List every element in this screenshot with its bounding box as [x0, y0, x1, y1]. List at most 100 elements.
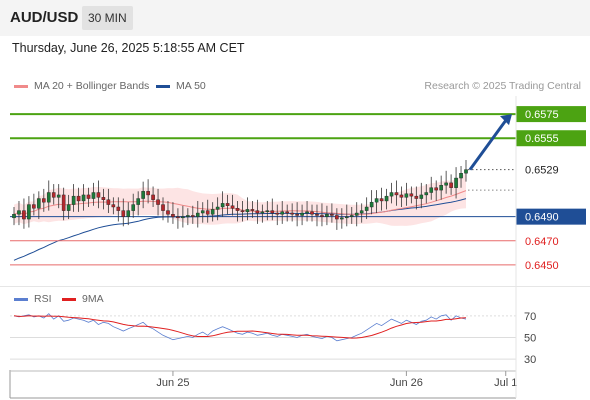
level-label-bg-4 — [516, 232, 586, 249]
level-label-3: 0.6490 — [525, 212, 559, 224]
candle-body — [444, 182, 448, 186]
candle-body — [325, 214, 329, 217]
candle-body — [12, 214, 16, 219]
candle-body — [285, 211, 289, 214]
candle-body — [141, 191, 145, 199]
candle-body — [121, 210, 126, 217]
candle-body — [439, 185, 443, 191]
candle-body — [136, 198, 140, 205]
candle-body — [260, 211, 265, 214]
candle-body — [156, 199, 160, 205]
candle-body — [240, 210, 245, 213]
candle-body — [389, 192, 394, 197]
level-label-bg-1 — [516, 130, 586, 147]
candle-body — [354, 212, 359, 216]
rsi-swatch — [14, 297, 28, 301]
candle-body — [171, 214, 175, 217]
candle-body — [22, 210, 26, 220]
candle-body — [76, 195, 81, 202]
candle-body — [454, 177, 458, 188]
forecast-arrow-head — [500, 114, 512, 126]
x-tick-label-0: Jun 25 — [156, 377, 189, 389]
candle-body — [235, 207, 240, 211]
candle-body — [166, 210, 170, 215]
candle-body — [146, 191, 150, 196]
rsi-line — [13, 313, 467, 342]
level-label-1: 0.6555 — [525, 133, 559, 145]
candle-body — [32, 204, 36, 209]
candle-body — [106, 199, 111, 205]
candle-body — [51, 192, 56, 198]
candle-body — [429, 187, 434, 193]
candle-body — [181, 216, 185, 219]
candle-body — [290, 212, 294, 215]
legend-ma50-label: MA 50 — [176, 80, 206, 92]
datetime-label: Thursday, June 26, 2025 5:18:55 AM CET — [12, 41, 245, 55]
level-label-bg-0 — [516, 106, 586, 123]
candle-body — [200, 210, 205, 214]
candle-body — [449, 182, 453, 188]
level-label-bg-3 — [516, 208, 586, 225]
candle-body — [210, 209, 215, 215]
candle-body — [161, 204, 165, 211]
candle-body — [66, 204, 71, 211]
candle-body — [151, 194, 155, 200]
candle-body — [320, 215, 324, 217]
candle-body — [111, 204, 116, 208]
candle-body — [310, 211, 314, 215]
legend-9ma-label: 9MA — [82, 293, 104, 305]
level-label-2: 0.6529 — [525, 165, 559, 177]
legend-rsi: RSI — [14, 293, 52, 305]
candle-body — [315, 214, 319, 216]
candle-body — [46, 192, 51, 203]
candle-body — [364, 206, 369, 211]
candle-body — [459, 173, 463, 179]
credit-text: Research © 2025 Trading Central — [424, 80, 581, 92]
candle-body — [191, 215, 195, 217]
legend-ma50: MA 50 — [156, 80, 206, 92]
candle-body — [404, 193, 409, 198]
forecast-arrow-shaft — [468, 119, 508, 171]
candle-body — [205, 210, 210, 215]
candle-body — [340, 217, 344, 220]
level-label-bg-2 — [516, 161, 586, 178]
candle-body — [230, 205, 235, 209]
candle-body — [255, 210, 260, 214]
candle-body — [300, 212, 304, 216]
candle-body — [116, 206, 121, 211]
candle-body — [464, 169, 468, 174]
candle-body — [424, 192, 429, 196]
candle-body — [335, 215, 339, 220]
x-tick-label-1: Jun 26 — [390, 377, 423, 389]
ma20-swatch — [14, 84, 28, 88]
candle-body — [344, 216, 349, 219]
candle-body — [280, 211, 285, 215]
candle-body — [81, 194, 86, 202]
level-label-0: 0.6575 — [525, 109, 559, 121]
candle-body — [409, 193, 414, 197]
candle-body — [186, 215, 190, 217]
candle-body — [220, 203, 225, 208]
level-label-bg-5 — [516, 256, 586, 273]
candle-body — [379, 198, 384, 202]
rsi-ma9-line — [13, 315, 467, 339]
ma50-swatch — [156, 84, 170, 88]
timeframe-button[interactable]: 30 MIN — [82, 6, 133, 30]
candle-body — [131, 204, 136, 211]
candle-body — [86, 194, 91, 199]
ma9-swatch — [62, 297, 76, 301]
candle-body — [27, 204, 31, 220]
level-label-4: 0.6470 — [525, 236, 559, 248]
legend-rsi-label: RSI — [34, 293, 52, 305]
candle-body — [419, 194, 424, 199]
rsi-tick-50: 50 — [524, 333, 536, 345]
level-label-5: 0.6450 — [525, 260, 559, 272]
ma20-line — [13, 190, 467, 216]
candle-body — [17, 210, 21, 215]
candle-body — [71, 195, 76, 205]
candle-body — [215, 206, 220, 210]
candle-body — [37, 198, 41, 209]
candle-body — [225, 203, 230, 206]
candle-body — [96, 192, 101, 198]
candle-body — [176, 216, 180, 219]
